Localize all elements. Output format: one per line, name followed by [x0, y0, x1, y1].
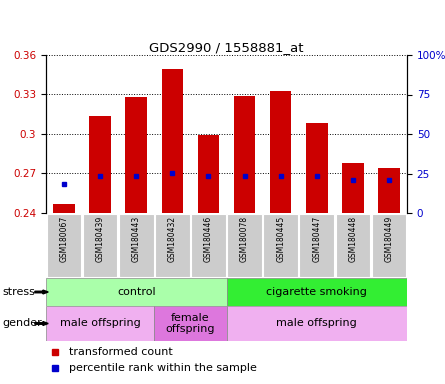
Text: stress: stress — [2, 287, 35, 297]
Bar — [227, 278, 407, 306]
Bar — [270, 91, 291, 213]
Bar — [46, 278, 227, 306]
Bar — [342, 163, 364, 213]
Bar — [372, 214, 406, 277]
Bar — [299, 214, 334, 277]
Bar — [306, 124, 328, 213]
Text: GSM180078: GSM180078 — [240, 215, 249, 262]
Bar — [234, 96, 255, 213]
Bar — [378, 168, 400, 213]
Text: gender: gender — [2, 318, 42, 328]
Title: GDS2990 / 1558881_at: GDS2990 / 1558881_at — [149, 41, 304, 54]
Text: GSM180448: GSM180448 — [348, 215, 357, 262]
Bar — [89, 116, 111, 213]
Bar — [191, 214, 226, 277]
Text: GSM180445: GSM180445 — [276, 215, 285, 262]
Bar — [263, 214, 298, 277]
Bar — [47, 214, 81, 277]
Text: male offspring: male offspring — [276, 318, 357, 328]
Text: GSM180449: GSM180449 — [384, 215, 393, 262]
Bar — [125, 97, 147, 213]
Bar — [53, 204, 75, 213]
Text: transformed count: transformed count — [69, 347, 173, 357]
Text: female
offspring: female offspring — [166, 313, 215, 334]
Bar — [46, 306, 154, 341]
Bar — [198, 135, 219, 213]
Bar — [227, 214, 262, 277]
Bar — [83, 214, 117, 277]
Bar — [119, 214, 154, 277]
Text: GSM180067: GSM180067 — [60, 215, 69, 262]
Text: cigarette smoking: cigarette smoking — [266, 287, 367, 297]
Bar — [336, 214, 370, 277]
Text: male offspring: male offspring — [60, 318, 141, 328]
Bar — [162, 70, 183, 213]
Text: control: control — [117, 287, 156, 297]
Bar — [155, 214, 190, 277]
Text: GSM180447: GSM180447 — [312, 215, 321, 262]
Bar — [154, 306, 227, 341]
Text: GSM180446: GSM180446 — [204, 215, 213, 262]
Text: percentile rank within the sample: percentile rank within the sample — [69, 363, 257, 373]
Text: GSM180439: GSM180439 — [96, 215, 105, 262]
Bar — [227, 306, 407, 341]
Text: GSM180443: GSM180443 — [132, 215, 141, 262]
Text: GSM180432: GSM180432 — [168, 215, 177, 262]
